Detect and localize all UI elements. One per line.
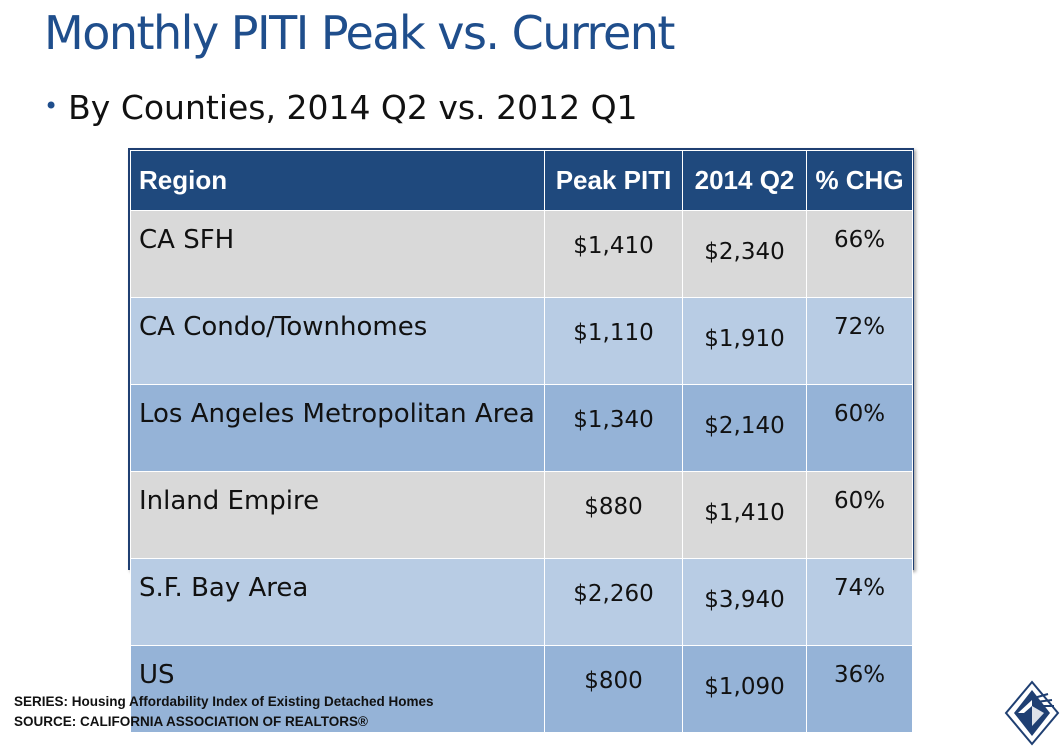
- cell-peak: $1,110: [544, 297, 683, 385]
- cell-peak: $800: [544, 645, 683, 733]
- header-peak-piti: Peak PITI: [544, 150, 683, 211]
- footer: SERIES: Housing Affordability Index of E…: [14, 692, 434, 732]
- cell-peak: $880: [544, 471, 683, 559]
- cell-peak: $2,260: [544, 558, 683, 646]
- table-row: US $800 $1,090 36%: [130, 645, 913, 733]
- cell-current: $1,090: [682, 645, 807, 733]
- cell-region: CA Condo/Townhomes: [130, 297, 545, 385]
- cell-region: Inland Empire: [130, 471, 545, 559]
- footer-series: SERIES: Housing Affordability Index of E…: [14, 694, 434, 709]
- cell-current: $2,340: [682, 210, 807, 298]
- cell-peak: $1,340: [544, 384, 683, 472]
- table-row: S.F. Bay Area $2,260 $3,940 74%: [130, 558, 913, 646]
- cell-region: S.F. Bay Area: [130, 558, 545, 646]
- cell-current: $1,910: [682, 297, 807, 385]
- cell-chg: 66%: [806, 210, 913, 298]
- cell-chg: 72%: [806, 297, 913, 385]
- cell-current: $1,410: [682, 471, 807, 559]
- cell-current: $3,940: [682, 558, 807, 646]
- cell-region: US: [130, 645, 545, 733]
- cell-chg: 60%: [806, 384, 913, 472]
- piti-table-container: Region Peak PITI 2014 Q2 % CHG CA SFH $1…: [128, 148, 914, 733]
- bullet-line: • By Counties, 2014 Q2 vs. 2012 Q1: [44, 88, 638, 127]
- footer-source: SOURCE: CALIFORNIA ASSOCIATION OF REALTO…: [14, 714, 368, 729]
- bullet-text: By Counties, 2014 Q2 vs. 2012 Q1: [68, 88, 638, 127]
- cell-region: Los Angeles Metropolitan Area: [130, 384, 545, 472]
- cell-peak: $1,410: [544, 210, 683, 298]
- header-pct-chg: % CHG: [806, 150, 913, 211]
- cell-chg: 74%: [806, 558, 913, 646]
- piti-table: Region Peak PITI 2014 Q2 % CHG CA SFH $1…: [130, 150, 913, 733]
- table-header-row: Region Peak PITI 2014 Q2 % CHG: [130, 150, 913, 211]
- cell-chg: 60%: [806, 471, 913, 559]
- slide-title: Monthly PITI Peak vs. Current: [44, 6, 675, 60]
- car-logo-icon: [1004, 680, 1060, 746]
- cell-current: $2,140: [682, 384, 807, 472]
- cell-chg: 36%: [806, 645, 913, 733]
- header-2014-q2: 2014 Q2: [682, 150, 807, 211]
- header-region: Region: [130, 150, 545, 211]
- table-row: CA SFH $1,410 $2,340 66%: [130, 210, 913, 298]
- table-row: Los Angeles Metropolitan Area $1,340 $2,…: [130, 384, 913, 472]
- table-row: CA Condo/Townhomes $1,110 $1,910 72%: [130, 297, 913, 385]
- bullet-icon: •: [44, 92, 59, 120]
- cell-region: CA SFH: [130, 210, 545, 298]
- table-row: Inland Empire $880 $1,410 60%: [130, 471, 913, 559]
